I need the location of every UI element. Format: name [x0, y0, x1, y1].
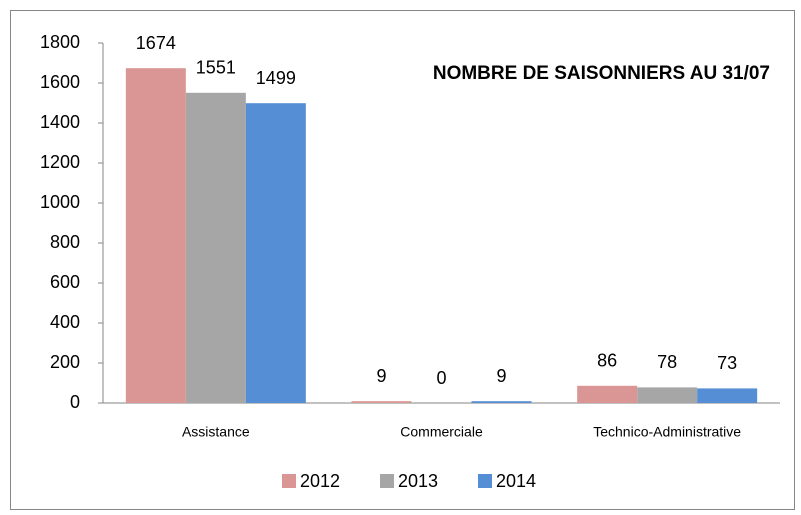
legend-swatch: [478, 474, 492, 488]
data-label: 1551: [196, 58, 236, 78]
data-label: 0: [436, 368, 446, 388]
x-tick-label: Commerciale: [400, 424, 483, 440]
y-tick-label: 0: [70, 392, 80, 412]
data-label: 9: [496, 366, 506, 386]
legend-label: 2013: [398, 471, 438, 491]
y-tick-label: 600: [50, 272, 80, 292]
bar: [637, 387, 698, 403]
y-tick-label: 1600: [40, 72, 80, 92]
y-tick-label: 800: [50, 232, 80, 252]
x-tick-label: Assistance: [182, 424, 250, 440]
data-label: 86: [597, 351, 617, 371]
y-tick-label: 1400: [40, 112, 80, 132]
legend-label: 2012: [300, 471, 340, 491]
y-tick-label: 200: [50, 352, 80, 372]
data-label: 1674: [136, 33, 176, 53]
bar: [351, 401, 412, 403]
y-tick-label: 400: [50, 312, 80, 332]
legend-label: 2014: [496, 471, 536, 491]
chart-title: NOMBRE DE SAISONNIERS AU 31/07: [433, 63, 770, 84]
y-tick-label: 1800: [40, 32, 80, 52]
bar: [471, 401, 532, 403]
data-label: 73: [717, 353, 737, 373]
x-tick-label: Technico-Administrative: [593, 424, 741, 440]
legend-swatch: [282, 474, 296, 488]
legend-swatch: [380, 474, 394, 488]
bar: [185, 92, 246, 404]
y-tick-label: 1000: [40, 192, 80, 212]
data-label: 78: [657, 352, 677, 372]
bar: [577, 385, 638, 403]
data-label: 9: [376, 366, 386, 386]
data-label: 1499: [256, 68, 296, 88]
bar: [125, 68, 186, 403]
y-tick-label: 1200: [40, 152, 80, 172]
bar: [697, 388, 758, 403]
bar: [245, 103, 306, 403]
